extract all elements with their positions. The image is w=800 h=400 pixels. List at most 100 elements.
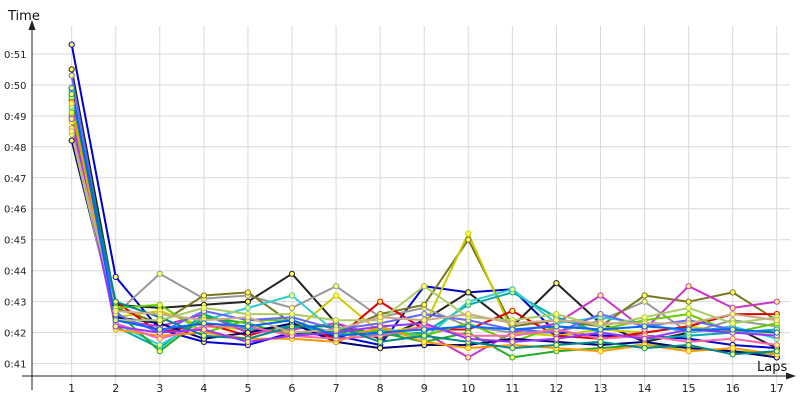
data-point [200,326,207,333]
data-point [509,326,516,333]
data-point [421,317,428,324]
data-point [377,338,384,345]
data-point [288,329,296,336]
data-point [685,326,692,333]
data-point [156,270,163,277]
data-point [377,314,384,321]
data-point [597,348,604,355]
x-tick-label: 6 [289,382,296,395]
data-point [773,317,780,324]
data-point [112,317,119,324]
data-point [68,115,75,123]
y-tick-label: 0:41 [4,360,26,371]
y-tick-label: 0:46 [4,205,26,216]
data-point [465,311,472,318]
data-point [156,326,163,333]
x-tick-label: 2 [112,382,119,395]
data-point [244,338,251,345]
data-point [729,311,736,318]
data-point [685,341,692,349]
data-point [156,335,163,342]
x-tick-label: 15 [682,382,696,395]
data-point [377,345,384,352]
data-point [377,329,384,336]
y-tick-label: 0:49 [4,112,26,123]
data-point [288,323,296,330]
data-point [68,41,75,48]
data-point [729,351,736,358]
y-tick-label: 0:48 [4,143,26,154]
y-tick-label: 0:50 [4,81,26,92]
data-point [685,283,692,290]
data-point [288,270,296,277]
series-group [68,41,780,361]
data-point [553,317,560,324]
data-point [553,341,560,349]
data-point [773,329,780,336]
data-point [244,289,251,296]
data-point [156,341,163,349]
x-tick-label: 4 [200,382,207,395]
data-point [244,298,251,305]
data-point [641,335,648,342]
data-point [200,320,207,327]
data-point [112,307,119,315]
data-point [597,326,604,333]
data-point [553,323,560,330]
x-tick-label: 8 [377,382,384,395]
data-point [112,273,119,280]
data-point [465,323,472,330]
data-point [773,341,780,349]
data-point [509,345,516,352]
data-point [68,84,75,92]
data-point [333,332,340,339]
y-tick-label: 0:47 [4,174,26,185]
data-point [288,292,296,299]
data-point [244,304,251,311]
data-point [421,311,428,318]
data-point [112,298,119,305]
data-point [729,335,736,342]
data-point [641,298,648,305]
data-point [685,311,692,318]
data-point [597,311,604,318]
data-point [68,109,75,116]
data-point [729,304,736,311]
data-point [729,326,736,333]
data-point [729,320,736,327]
data-point [68,91,75,98]
x-tick-label: 5 [244,382,251,395]
data-point [288,311,296,318]
data-point [200,292,207,299]
data-point [156,301,163,308]
data-point [553,311,560,318]
data-point [68,137,75,144]
data-point [333,292,340,299]
data-point [68,100,75,107]
tick-labels: 1 2 3 4 5 6 7 8 9 10 11 12 13 14 15 16 170:410:420:430:4… [4,50,784,395]
y-tick-label: 0:43 [4,298,26,309]
data-point [465,236,472,243]
data-point [156,317,163,324]
data-point [641,292,648,299]
y-axis-title: Time [7,9,40,24]
data-point [465,345,472,352]
data-point [729,289,736,296]
x-tick-label: 16 [726,382,740,395]
data-point [509,320,516,327]
data-point [112,323,119,330]
y-tick-label: 0:44 [4,267,26,278]
data-point [685,304,692,311]
x-tick-label: 17 [770,382,784,395]
data-point [377,323,384,330]
data-point [509,332,516,339]
data-point [68,72,75,79]
data-point [641,345,648,352]
data-point [509,338,516,345]
data-point [773,298,780,305]
data-point [641,323,648,330]
x-tick-label: 11 [505,382,519,395]
data-point [685,348,692,355]
data-point [200,304,207,311]
